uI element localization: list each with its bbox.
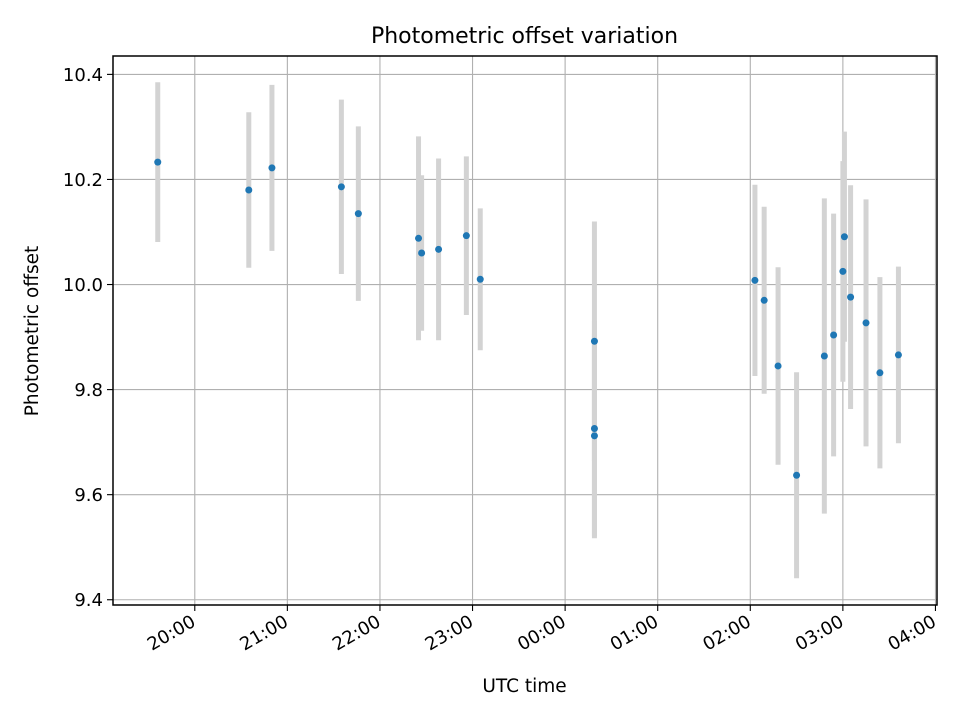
data-point [245, 186, 253, 194]
data-point [820, 352, 828, 360]
data-point [418, 249, 426, 257]
grid-lines [113, 56, 937, 605]
data-point [590, 337, 598, 345]
data-point [862, 319, 870, 327]
y-tick-label: 10.0 [63, 275, 103, 296]
y-tick-label: 10.4 [63, 65, 103, 86]
data-point [462, 232, 470, 240]
y-tick-label: 9.4 [74, 590, 103, 611]
y-tick-label: 10.2 [63, 170, 103, 191]
y-tick-label: 9.8 [74, 380, 103, 401]
data-point [751, 276, 759, 284]
data-point [847, 293, 855, 301]
data-point [268, 164, 276, 172]
y-tick-label: 9.6 [74, 485, 103, 506]
data-point [590, 432, 598, 440]
data-point [354, 210, 362, 218]
data-point [476, 275, 484, 283]
data-point [154, 158, 162, 166]
data-point [830, 331, 838, 339]
data-point [876, 369, 884, 377]
x-axis-label: UTC time [482, 676, 566, 697]
data-point [760, 296, 768, 304]
data-point [774, 362, 782, 370]
data-point [840, 233, 848, 241]
chart-title: Photometric offset variation [371, 24, 678, 49]
data-point [590, 424, 598, 432]
data-points [154, 158, 902, 479]
data-point [894, 351, 902, 359]
data-point [793, 471, 801, 479]
plot-frame [112, 55, 938, 606]
data-point [435, 245, 443, 253]
data-point [415, 234, 423, 242]
data-point [337, 183, 345, 191]
y-axis-label: Photometric offset [22, 246, 43, 417]
y-axis-ticks: 9.4 9.6 9.8 10.0 10.2 10.4 [63, 65, 113, 611]
data-point [839, 267, 847, 275]
